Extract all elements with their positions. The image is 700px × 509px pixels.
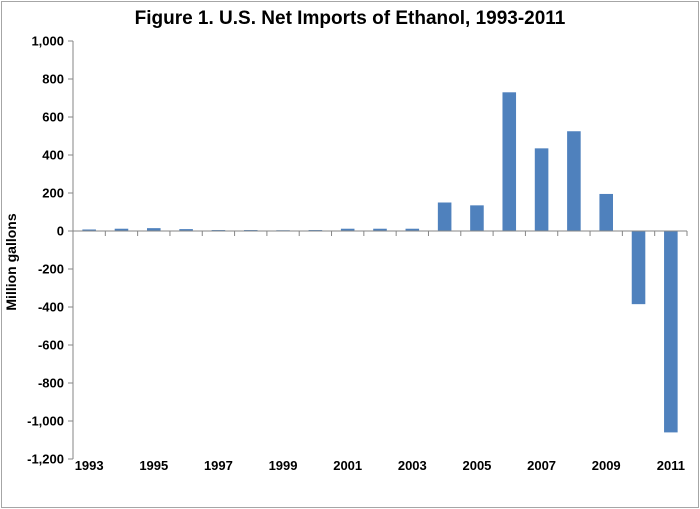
bar-2009 (599, 193, 613, 231)
bar-2011 (664, 231, 678, 433)
x-tick-label: 2005 (462, 458, 491, 473)
x-tick-label: 2003 (398, 458, 427, 473)
y-tick-label: -1,200 (27, 452, 64, 467)
y-tick-label: 400 (42, 148, 64, 163)
x-tick-label: 1993 (75, 458, 104, 473)
x-tick-label: 1999 (269, 458, 298, 473)
x-tick-label: 1997 (204, 458, 233, 473)
y-tick-label: -200 (38, 262, 64, 277)
bar-2005 (470, 205, 484, 231)
x-tick-label: 2011 (657, 458, 685, 473)
axes (72, 41, 687, 459)
bar-2010 (631, 231, 646, 305)
y-tick-label: -400 (38, 300, 64, 315)
y-tick-label: -800 (38, 376, 64, 391)
y-tick-label: 200 (42, 186, 64, 201)
y-tick-label: -600 (38, 338, 64, 353)
x-tick-label: 1995 (139, 458, 168, 473)
bars (82, 92, 678, 433)
bar-1994 (114, 228, 129, 231)
bar-2007 (534, 148, 549, 231)
bar-1996 (179, 229, 193, 231)
x-tick-label: 2007 (527, 458, 556, 473)
y-tick-label: 600 (42, 110, 64, 125)
y-tick-label: -1,000 (27, 414, 64, 429)
chart-title: Figure 1. U.S. Net Imports of Ethanol, 1… (135, 8, 566, 29)
y-tick-label: 1,000 (31, 34, 64, 49)
bar-1993 (82, 229, 96, 231)
bar-2008 (567, 131, 581, 231)
y-axis-label: Million gallons (3, 213, 19, 310)
bar-2004 (437, 202, 452, 231)
bar-2003 (405, 228, 420, 231)
bar-2001 (340, 228, 355, 231)
bar-1995 (147, 228, 161, 231)
x-tick-label: 2009 (592, 458, 621, 473)
y-tick-label: 800 (42, 72, 64, 87)
y-tick-label: 0 (57, 224, 64, 239)
y-axis: 1,000 800 600 400 200 0 -200 -400 -600 -800 -1,000… (27, 34, 73, 467)
bar-2006 (502, 92, 517, 231)
x-axis: 1993 1995 1997 1999 2001 2003 2005 2007 2009 2011 (72, 231, 688, 473)
bar-2002 (373, 228, 387, 231)
x-tick-label: 2001 (333, 458, 362, 473)
